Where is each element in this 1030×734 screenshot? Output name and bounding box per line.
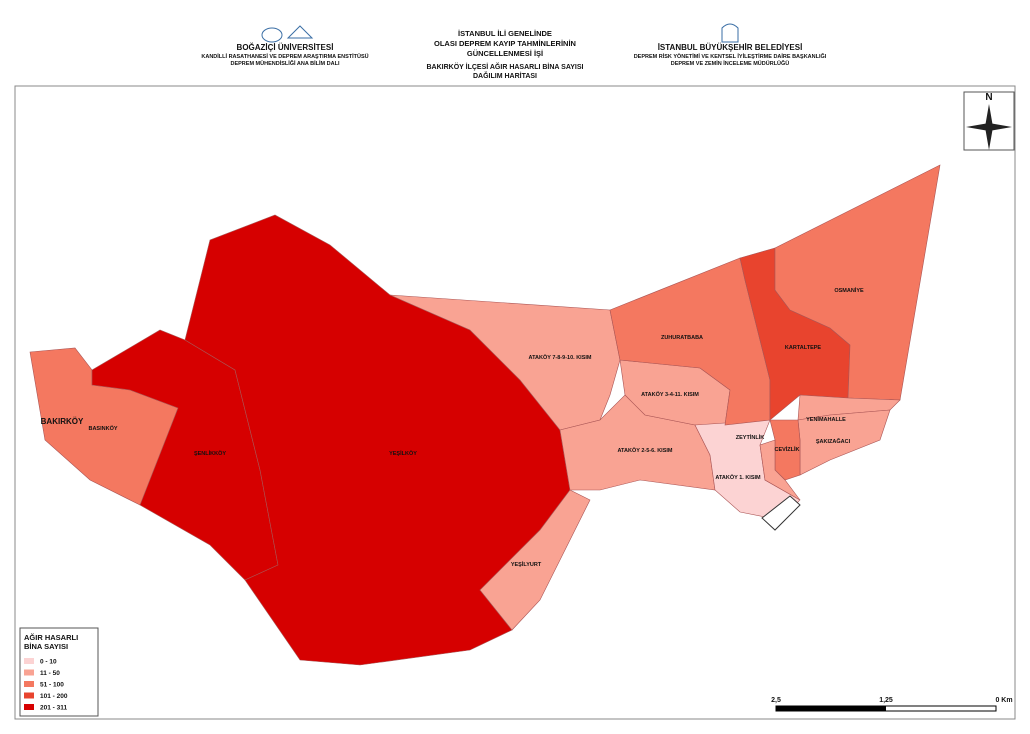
logos	[261, 23, 739, 43]
title-line: GÜNCELLENMESİ İŞİ	[467, 49, 543, 58]
header-title: BOĞAZİÇİ ÜNİVERSİTESİ	[237, 43, 334, 52]
scale-bar	[775, 705, 997, 712]
district-label: YENİMAHALLE	[806, 416, 846, 423]
district-label: KARTALTEPE	[785, 345, 821, 351]
harbour	[761, 495, 801, 531]
district-name: BAKIRKÖY	[41, 417, 84, 426]
district-label: ATAKÖY 1. KISIM	[715, 474, 761, 481]
subtitle-line: DAĞILIM HARİTASI	[473, 71, 537, 80]
district-label: ATAKÖY 7-8-9-10. KISIM	[529, 354, 592, 361]
district-label: ŞAKIZAĞACI	[816, 437, 851, 445]
district-label: CEVİZLİK	[774, 446, 799, 453]
scale-label: 0 Km	[995, 697, 1012, 704]
legend-title: BİNA SAYISI	[24, 642, 68, 651]
district-label: ZUHURATBABA	[661, 335, 703, 341]
subtitle-line: BAKIRKÖY İLÇESİ AĞIR HASARLI BİNA SAYISI	[426, 62, 583, 71]
district-label: YEŞİLYURT	[511, 561, 542, 568]
district-label: OSMANİYE	[834, 287, 864, 294]
district	[479, 489, 591, 631]
district-label: ZEYTİNLİK	[736, 434, 764, 441]
district-label: BASINKÖY	[88, 425, 117, 432]
header-line: DEPREM VE ZEMİN İNCELEME MÜDÜRLÜĞÜ	[671, 59, 790, 67]
title-line: İSTANBUL İLİ GENELİNDE	[458, 29, 552, 38]
header-line: KANDİLLİ RASATHANESİ VE DEPREM ARAŞTIRMA…	[201, 53, 368, 60]
map-frame	[14, 85, 1016, 720]
scale-label: 2,5	[771, 697, 781, 704]
north-label: N	[985, 92, 992, 103]
district-label: ATAKÖY 2-5-6. KISIM	[617, 447, 672, 454]
header-title: İSTANBUL BÜYÜKŞEHİR BELEDİYESİ	[658, 43, 803, 52]
scale-label: 1,25	[879, 697, 893, 704]
legend-swatch	[24, 692, 34, 699]
legend-label: 201 - 311	[40, 705, 67, 712]
district	[774, 164, 941, 401]
header-line: DEPREM MÜHENDİSLİĞİ ANA BİLİM DALI	[231, 59, 340, 67]
district-label: ŞENLİKKÖY	[194, 450, 226, 457]
map: BASINKÖY ŞENLİKKÖY YEŞİLKÖY YEŞİLYURT ATAKÖY…	[29, 164, 941, 666]
legend-label: 0 - 10	[40, 659, 57, 666]
legend-label: 101 - 200	[40, 693, 68, 700]
legend-title: AĞIR HASARLI	[24, 633, 78, 642]
legend-swatch	[24, 658, 34, 664]
district	[759, 439, 801, 501]
legend-label: 11 - 50	[40, 670, 60, 677]
legend-swatch	[24, 704, 34, 710]
legend-swatch	[24, 681, 34, 687]
legend-swatch	[24, 669, 34, 676]
district-label: ATAKÖY 3-4-11. KISIM	[641, 391, 699, 398]
legend-label: 51 - 100	[40, 682, 64, 689]
title-line: OLASI DEPREM KAYIP TAHMİNLERİNİN	[434, 39, 576, 48]
north-arrow: N	[963, 91, 1015, 151]
district-label: YEŞİLKÖY	[389, 450, 417, 457]
header-line: DEPREM RİSK YÖNETİMİ VE KENTSEL İYİLEŞTİ…	[634, 52, 827, 60]
